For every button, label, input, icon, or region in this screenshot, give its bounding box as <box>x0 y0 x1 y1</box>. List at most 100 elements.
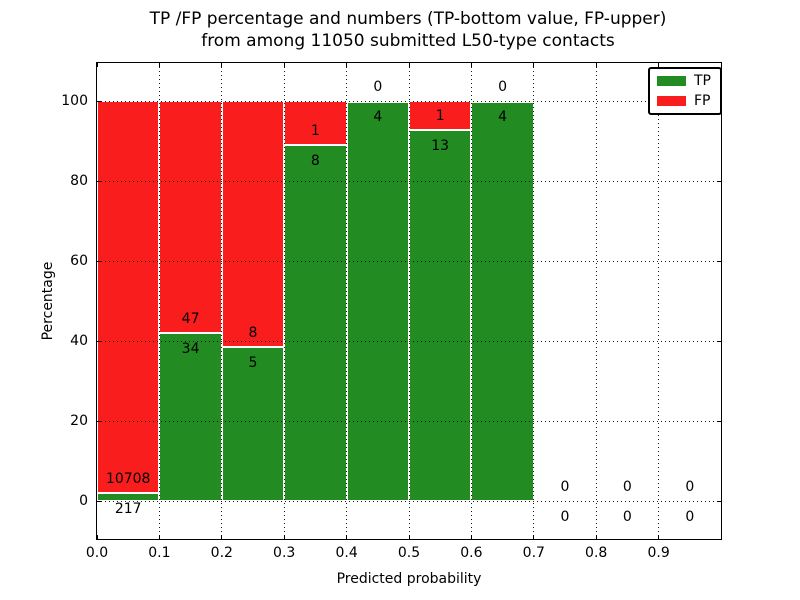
y-tick-mark <box>97 340 101 342</box>
x-tick-label: 0.0 <box>85 545 109 561</box>
x-tick-label: 0.5 <box>397 545 421 561</box>
y-tick-mark-right <box>717 260 721 262</box>
tp-count-label: 0 <box>560 509 570 525</box>
tp-bar-segment <box>346 101 409 501</box>
legend-entry: FP <box>657 94 711 108</box>
x-tick-mark <box>533 535 535 539</box>
tp-count-label: 0 <box>685 509 695 525</box>
x-tick-mark-top <box>595 63 597 67</box>
chart-title: TP /FP percentage and numbers (TP-bottom… <box>96 8 720 52</box>
fp-bar-segment <box>159 101 222 334</box>
fp-count-label: 0 <box>560 479 570 495</box>
y-tick-mark <box>97 420 101 422</box>
tp-count-label: 217 <box>114 501 142 518</box>
x-gridline <box>221 63 223 539</box>
tp-count-label: 4 <box>498 109 508 125</box>
x-tick-mark <box>346 535 348 539</box>
x-gridline <box>346 63 348 539</box>
x-tick-label: 0.6 <box>460 545 483 561</box>
x-tick-mark <box>158 535 160 539</box>
tp-count-label: 5 <box>248 355 258 372</box>
fp-count-label: 0 <box>685 479 695 495</box>
y-gridline <box>97 340 721 342</box>
fp-bar-segment <box>284 101 347 146</box>
legend: TP FP <box>648 67 722 115</box>
y-tick-label: 100 <box>61 93 88 109</box>
x-tick-mark <box>96 535 98 539</box>
x-tick-mark-top <box>158 63 160 67</box>
x-tick-mark <box>470 535 472 539</box>
legend-entry-label: FP <box>694 93 711 109</box>
fp-count-label: 10708 <box>105 471 151 488</box>
x-tick-mark-top <box>96 63 98 67</box>
x-gridline <box>470 63 472 539</box>
x-tick-mark <box>595 535 597 539</box>
x-gridline <box>658 63 660 539</box>
y-tick-label: 20 <box>70 413 88 429</box>
x-tick-label: 0.2 <box>210 545 233 561</box>
fp-bar-segment <box>471 101 534 103</box>
fp-bar-segment <box>346 101 409 103</box>
x-tick-mark-top <box>533 63 535 67</box>
x-tick-mark <box>658 535 660 539</box>
y-tick-label: 60 <box>70 253 88 269</box>
y-tick-label: 0 <box>79 493 88 509</box>
y-gridline <box>97 100 721 102</box>
tp-bar-segment <box>221 347 285 501</box>
fp-count-label: 8 <box>248 325 258 342</box>
x-tick-label: 0.8 <box>585 545 608 561</box>
tp-bar-segment <box>97 493 160 501</box>
tp-bar-segment <box>471 101 534 501</box>
y-tick-label: 40 <box>70 333 88 349</box>
fp-count-label: 1 <box>435 107 445 124</box>
x-tick-mark-top <box>221 63 223 67</box>
tp-count-label: 8 <box>310 153 320 170</box>
x-axis-label: Predicted probability <box>336 571 482 587</box>
y-gridline <box>97 260 721 262</box>
x-tick-label: 0.7 <box>522 545 545 561</box>
fp-count-label: 47 <box>181 311 200 328</box>
x-tick-label: 0.1 <box>148 545 171 561</box>
y-tick-mark <box>97 100 101 102</box>
y-tick-mark-right <box>717 180 721 182</box>
tp-bar-segment <box>284 145 347 501</box>
tp-count-label: 13 <box>431 137 450 154</box>
tp-count-label: 4 <box>373 109 383 125</box>
fp-bar-segment <box>97 101 160 494</box>
tp-legend-swatch <box>657 76 686 86</box>
y-tick-mark <box>97 180 101 182</box>
x-tick-mark <box>283 535 285 539</box>
x-tick-mark-top <box>658 63 660 67</box>
tp-count-label: 34 <box>181 341 200 358</box>
x-gridline <box>283 63 285 539</box>
x-tick-mark-top <box>470 63 472 67</box>
fp-legend-swatch <box>657 96 686 106</box>
x-tick-mark-top <box>408 63 410 67</box>
x-gridline <box>533 63 535 539</box>
x-tick-mark-top <box>346 63 348 67</box>
x-tick-mark-top <box>283 63 285 67</box>
x-tick-mark <box>221 535 223 539</box>
plot-area: 10708 217 47 34 8 5 1 8 0 4 1 13 0 4 0 0 0 0 0 0 0.0 0.1 0.2 0… <box>40 62 722 587</box>
y-tick-mark-right <box>717 500 721 502</box>
legend-entry: TP <box>657 74 711 88</box>
x-tick-label: 0.3 <box>273 545 296 561</box>
y-gridline <box>97 500 721 502</box>
y-tick-mark-right <box>717 420 721 422</box>
fp-count-label: 1 <box>310 123 320 140</box>
x-gridline <box>595 63 597 539</box>
x-tick-label: 0.4 <box>335 545 358 561</box>
fp-count-label: 0 <box>622 479 632 495</box>
y-gridline <box>97 420 721 422</box>
y-tick-mark <box>97 260 101 262</box>
y-tick-mark-right <box>717 340 721 342</box>
fp-count-label: 0 <box>373 79 383 95</box>
chart-title-line2: from among 11050 submitted L50-type cont… <box>201 31 615 51</box>
y-gridline <box>97 180 721 182</box>
x-gridline <box>158 63 160 539</box>
x-tick-mark <box>408 535 410 539</box>
x-gridline <box>408 63 410 539</box>
x-tick-label: 0.9 <box>647 545 670 561</box>
tp-count-label: 0 <box>622 509 632 525</box>
